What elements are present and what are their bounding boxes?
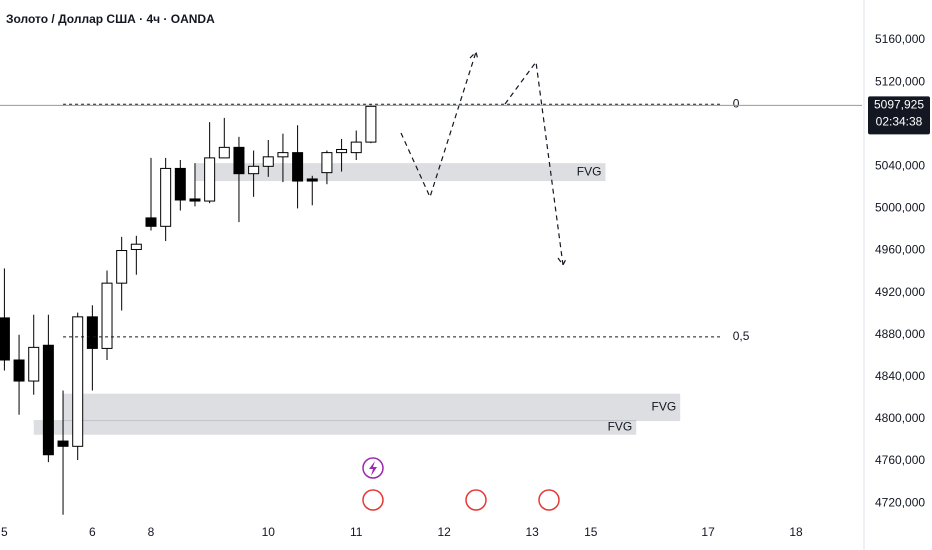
fvg-zone	[33, 420, 637, 435]
y-tick-label: 4840,000	[875, 369, 925, 383]
candle-body	[306, 178, 318, 182]
candle-body	[145, 217, 157, 227]
y-tick-label: 5160,000	[875, 32, 925, 46]
y-tick-label: 4760,000	[875, 453, 925, 467]
candle-body	[262, 156, 274, 167]
candle-body	[336, 148, 348, 154]
price-label: 5097,925	[874, 98, 924, 112]
fib-label: 0	[733, 96, 740, 110]
fib-label: 0,5	[733, 329, 750, 343]
candle-body	[130, 243, 142, 250]
event-icon[interactable]	[538, 489, 560, 511]
y-tick-label: 4880,000	[875, 327, 925, 341]
candle-body	[204, 157, 216, 202]
fvg-label: FVG	[577, 164, 602, 178]
candle-body	[101, 282, 113, 349]
candle-body	[116, 250, 128, 284]
event-icon[interactable]	[362, 489, 384, 511]
x-tick-label: 15	[584, 525, 598, 539]
event-icons	[362, 457, 560, 511]
x-tick-label: 18	[789, 525, 803, 539]
fvg-label: FVG	[652, 400, 677, 414]
y-tick-label: 5040,000	[875, 158, 925, 172]
y-tick-label: 4720,000	[875, 495, 925, 509]
x-tick-label: 10	[262, 525, 276, 539]
candle-body	[72, 316, 84, 447]
candle-body	[174, 167, 186, 201]
fvg-label: FVG	[608, 420, 633, 434]
candle-body	[42, 344, 54, 456]
x-tick-label: 11	[350, 525, 363, 539]
x-tick-label: 5	[1, 525, 8, 539]
candle-body	[350, 141, 362, 154]
lightning	[369, 461, 377, 476]
candle-body	[57, 440, 69, 447]
candle-body	[248, 165, 260, 175]
candle-body	[292, 152, 304, 182]
candle-body	[218, 146, 230, 159]
x-tick-label: 12	[438, 525, 452, 539]
countdown-label: 02:34:38	[876, 115, 923, 129]
candle-body	[321, 152, 333, 174]
candle-body	[160, 167, 172, 227]
event-icon[interactable]	[465, 489, 487, 511]
chart-title: Золото / Доллар США · 4ч · OANDA	[6, 12, 215, 26]
x-tick-label: 17	[701, 525, 715, 539]
y-tick-label: 4800,000	[875, 411, 925, 425]
candle-body	[365, 105, 377, 143]
y-tick-label: 5120,000	[875, 74, 925, 88]
candle-body	[13, 359, 25, 382]
x-tick-label: 13	[525, 525, 539, 539]
y-tick-label: 5000,000	[875, 201, 925, 215]
candle-body	[189, 198, 201, 202]
candle-body	[277, 152, 289, 158]
x-tick-label: 8	[148, 525, 155, 539]
candle-body	[0, 317, 10, 361]
candle-body	[28, 346, 40, 382]
y-tick-label: 4960,000	[875, 243, 925, 257]
fvg-zone	[63, 393, 681, 422]
x-tick-label: 6	[89, 525, 96, 539]
candle-body	[233, 146, 245, 175]
candle-body	[86, 316, 98, 349]
price-label-box	[868, 96, 930, 135]
y-tick-label: 4920,000	[875, 285, 925, 299]
